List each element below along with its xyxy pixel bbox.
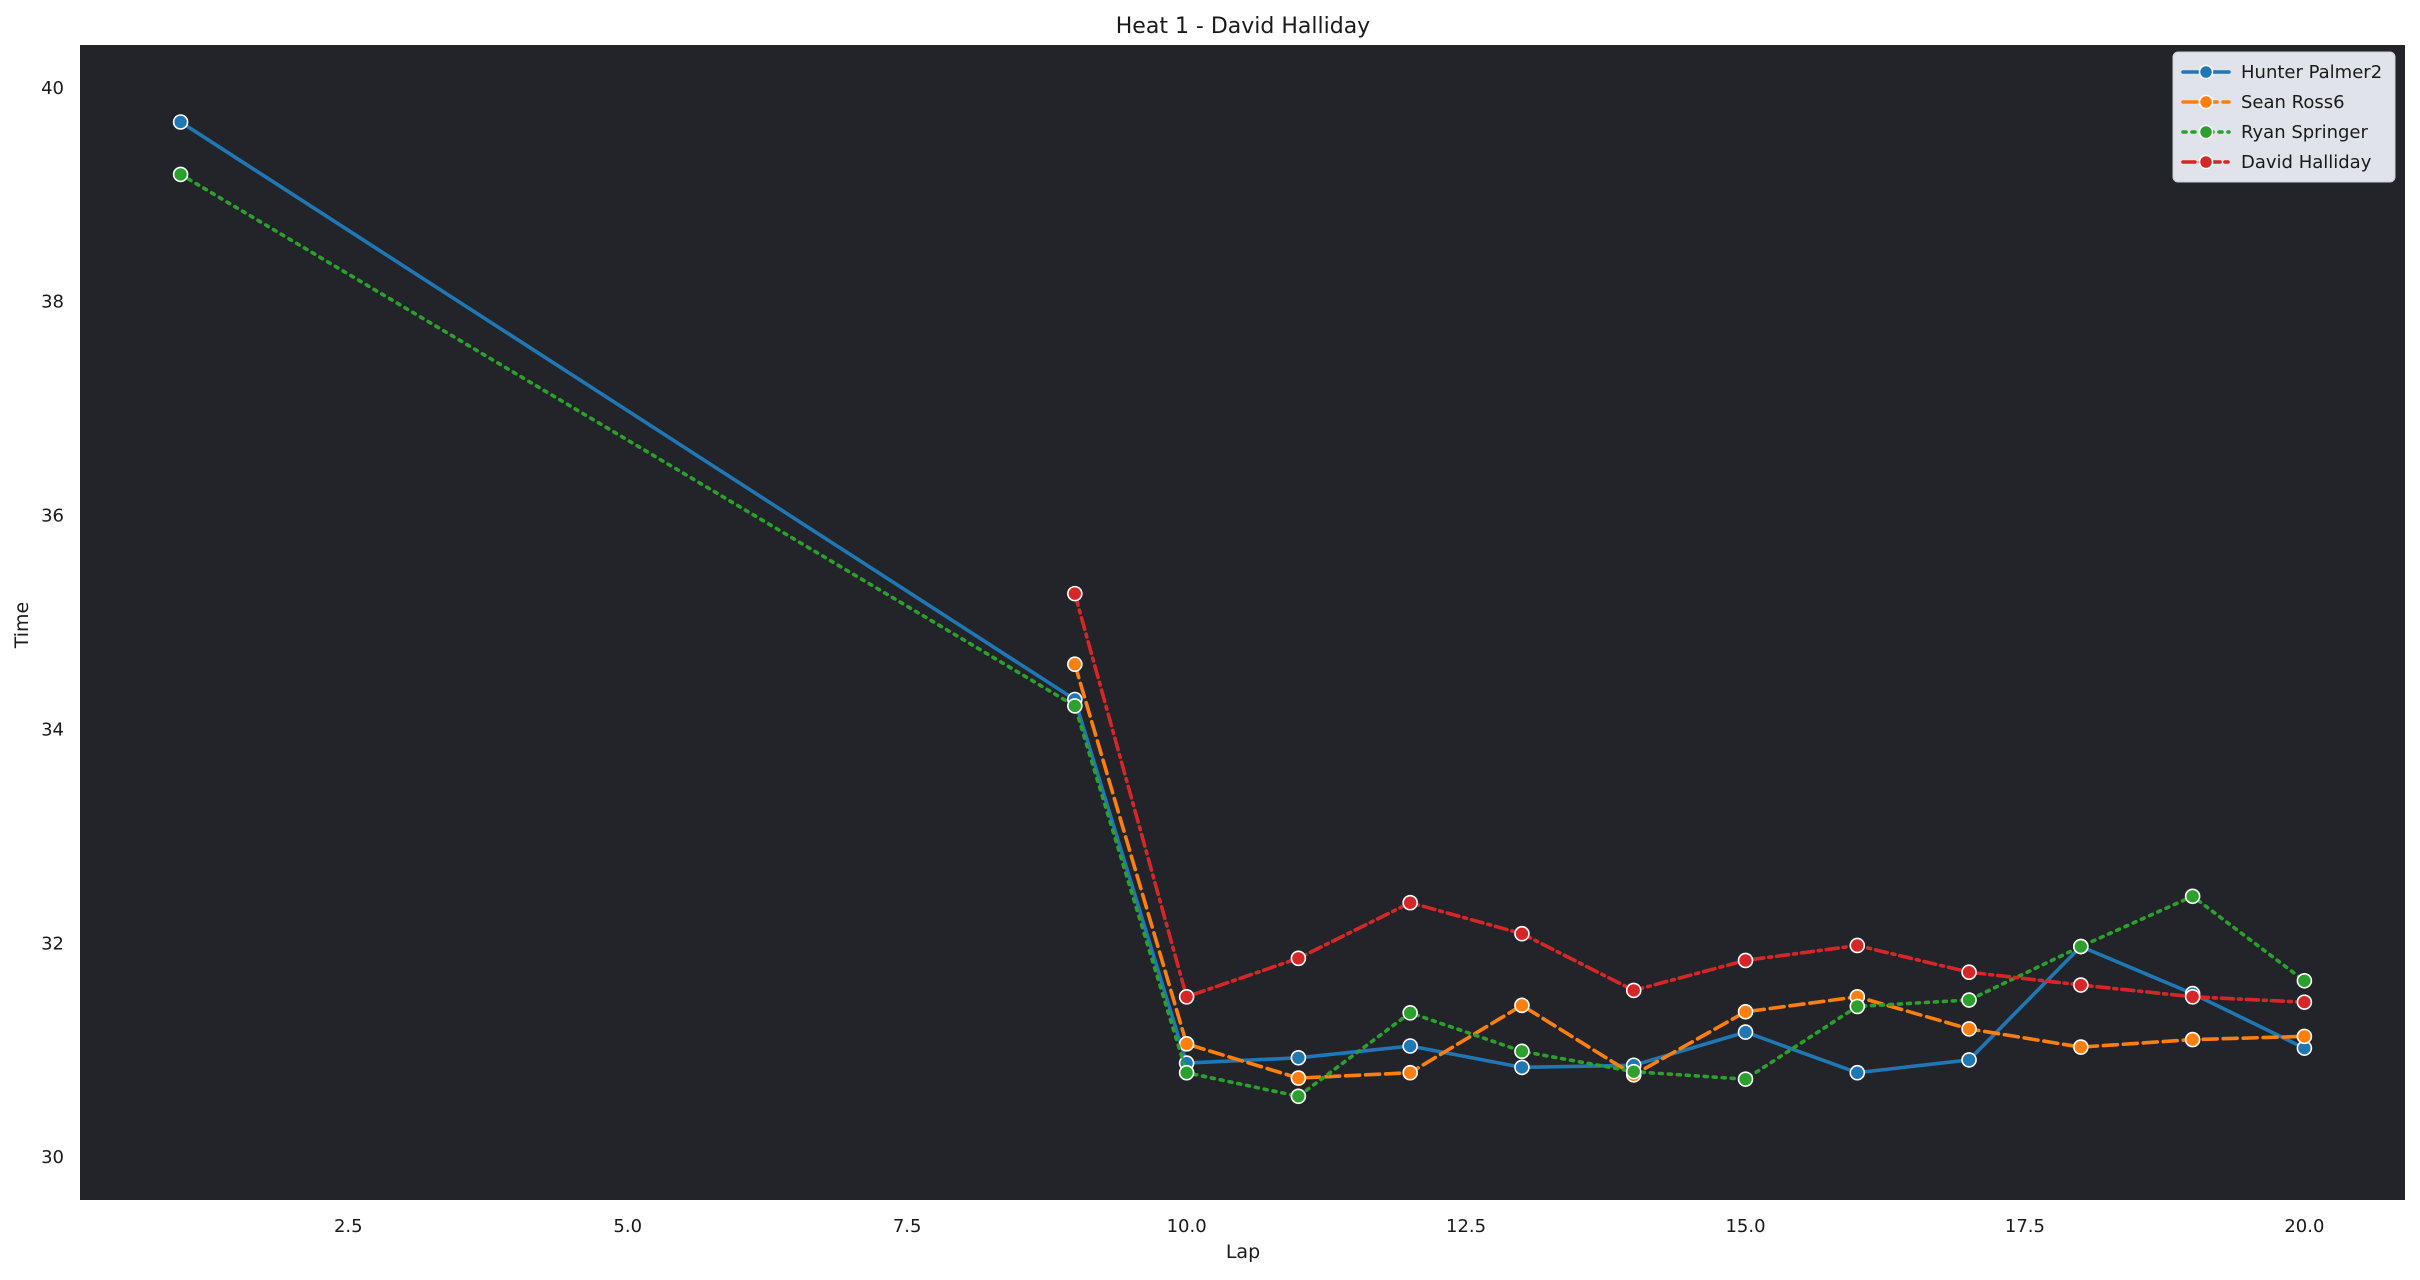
x-tick-label: 10.0 [1167,1216,1207,1237]
y-tick-label: 32 [41,933,64,954]
legend-label: David Halliday [2241,152,2372,173]
data-point [2073,938,2089,955]
data-point [2184,888,2201,905]
data-point [2296,972,2313,989]
data-point [2296,1028,2313,1045]
data-point [1514,1043,1530,1060]
data-point [2073,1039,2089,1055]
data-point [1402,894,1418,911]
legend: Hunter Palmer2 Sean Ross6 Ryan Springer Dav… [2172,51,2396,183]
data-point [1067,698,1083,714]
axes: 2.5 5.0 7.5 10.0 12.5 15.0 17.5 20.0 30 32 34 36 38 4… [41,78,2324,1237]
data-point [1737,1071,1754,1087]
data-point [172,114,189,130]
data-point [1290,1070,1307,1086]
data-point [1737,952,1754,969]
legend-label: Hunter Palmer2 [2241,62,2382,83]
x-tick-label: 17.5 [2005,1216,2045,1237]
legend-box [2172,51,2396,183]
data-point [2184,1031,2201,1048]
data-point [1402,1038,1418,1054]
data-point [1849,998,1866,1015]
data-point [2184,989,2201,1005]
plot-area [80,45,2405,1200]
data-point [1961,1021,1977,1037]
legend-label: Sean Ross6 [2241,92,2345,113]
legend-label: Ryan Springer [2241,122,2368,143]
series-line [1073,591,2307,1004]
data-point [2073,977,2089,993]
x-tick-label: 15.0 [1725,1216,1765,1237]
series-layer [172,114,2313,1105]
series-ryan-springer [172,166,2313,1105]
y-tick-label: 36 [41,506,64,527]
y-tick-label: 38 [41,292,64,313]
legend-marker [2198,124,2214,140]
data-point [1402,1005,1418,1021]
data-point [1849,937,1866,954]
x-tick-label: 2.5 [334,1216,363,1237]
data-point [1625,1063,1642,1080]
data-point [1514,1059,1530,1076]
y-tick-label: 30 [41,1147,64,1168]
y-tick-label: 40 [41,78,64,99]
data-point [1178,989,1195,1005]
data-point [1067,656,1083,673]
data-point [1961,992,1977,1008]
x-tick-label: 7.5 [893,1216,922,1237]
data-point [1402,1064,1418,1081]
data-point [1514,925,1530,942]
data-point [1514,997,1530,1014]
legend-marker [2198,64,2214,80]
data-point [1961,1052,1977,1068]
data-point [1961,964,1977,981]
data-point [1067,585,1083,602]
data-point [2296,994,2313,1010]
data-point [172,166,189,183]
x-axis-label: Lap [1226,1241,1260,1263]
chart-title: Heat 1 - David Halliday [1116,14,1370,39]
y-axis-label: Time [11,602,33,650]
data-point [1625,982,1642,999]
data-point [1849,1064,1866,1081]
data-point [1290,1049,1307,1066]
data-point [1290,1088,1307,1105]
data-point [1737,1024,1754,1040]
data-point [1290,950,1307,967]
x-tick-label: 12.5 [1446,1216,1486,1237]
data-point [1178,1064,1195,1081]
data-point [1178,1036,1195,1052]
legend-marker [2198,154,2214,170]
y-tick-label: 34 [41,719,64,740]
series-line [1073,662,2307,1080]
series-david-halliday [1067,585,2313,1010]
data-point [1737,1003,1754,1020]
x-tick-label: 20.0 [2284,1216,2324,1237]
x-tick-label: 5.0 [613,1216,642,1237]
legend-marker [2198,94,2214,110]
